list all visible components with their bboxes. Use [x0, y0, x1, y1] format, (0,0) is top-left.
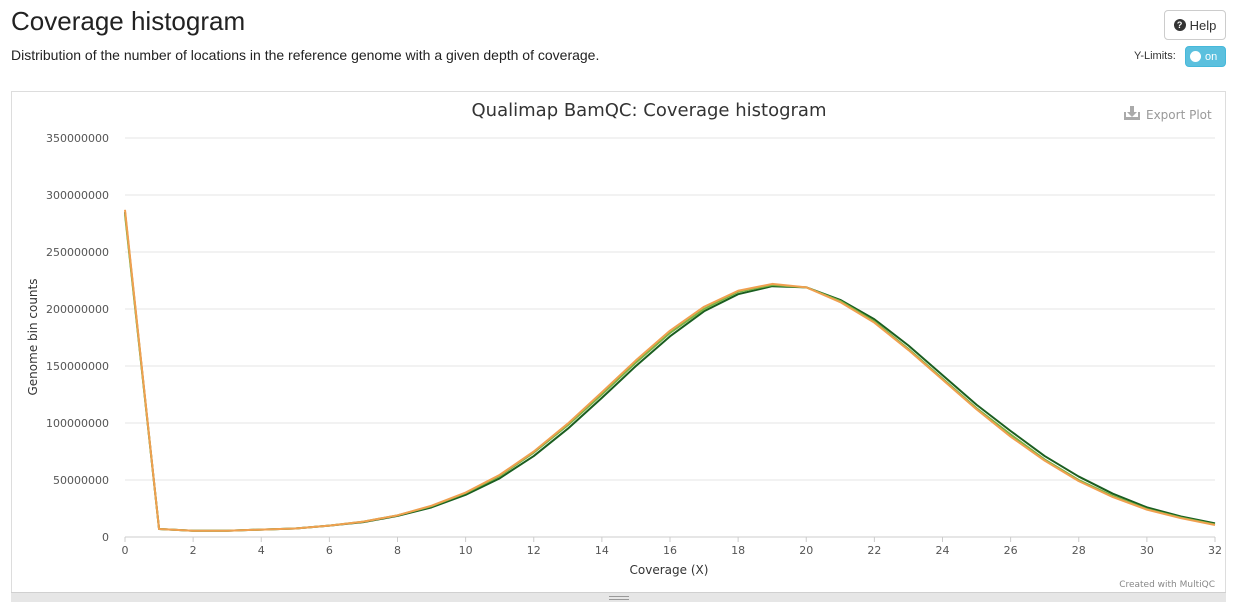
x-tick-label: 12	[527, 544, 541, 557]
grip-icon	[608, 595, 629, 600]
resize-handle[interactable]	[11, 592, 1226, 602]
chart-container	[11, 91, 1226, 602]
x-tick-label: 8	[394, 544, 401, 557]
chart-title: Qualimap BamQC: Coverage histogram	[472, 100, 827, 121]
page-description: Distribution of the number of locations …	[11, 47, 600, 63]
y-axis-label: Genome bin counts	[26, 279, 40, 396]
x-tick-label: 4	[258, 544, 265, 557]
x-tick-label: 16	[663, 544, 677, 557]
x-tick-label: 14	[595, 544, 609, 557]
toggle-knob	[1190, 51, 1201, 62]
multiqc-credit: Created with MultiQC	[1119, 580, 1215, 590]
y-limits-label: Y-Limits:	[1134, 50, 1176, 62]
x-tick-label: 2	[190, 544, 197, 557]
y-tick-label: 50000000	[53, 474, 109, 487]
series-line-1[interactable]	[124, 211, 1216, 532]
x-tick-label: 0	[122, 544, 129, 557]
question-circle-icon: ?	[1173, 19, 1186, 31]
x-tick-label: 28	[1072, 544, 1086, 557]
x-tick-label: 24	[936, 544, 950, 557]
x-tick-label: 18	[731, 544, 745, 557]
y-tick-label: 100000000	[46, 417, 109, 430]
x-tick-label: 30	[1140, 544, 1154, 557]
y-tick-label: 250000000	[46, 246, 109, 259]
export-plot-button[interactable]: Export Plot	[1124, 106, 1212, 122]
y-tick-label: 150000000	[46, 360, 109, 373]
y-axis-ticks: 0 50000000 100000000 150000000 200000000 2500…	[46, 132, 109, 544]
x-tick-label: 22	[867, 544, 881, 557]
help-button-label: Help	[1189, 17, 1217, 33]
series-lines	[124, 209, 1216, 532]
x-tick-label: 20	[799, 544, 813, 557]
toggle-label: on	[1205, 50, 1218, 63]
x-tick-label: 26	[1004, 544, 1018, 557]
x-tick-label: 6	[326, 544, 333, 557]
export-plot-label: Export Plot	[1146, 108, 1212, 122]
x-axis-ticks: 0 2 4 6 8 10 12 14 16 18 20 22 24 26 28 30 32	[122, 537, 1222, 557]
y-limits-toggle[interactable]: on	[1185, 46, 1226, 67]
help-button[interactable]: ? Help	[1164, 10, 1226, 40]
download-icon	[1124, 106, 1140, 120]
y-tick-label: 0	[102, 531, 109, 544]
y-tick-label: 350000000	[46, 132, 109, 145]
page-title: Coverage histogram	[11, 6, 246, 36]
y-tick-label: 200000000	[46, 303, 109, 316]
series-line-3[interactable]	[124, 209, 1216, 532]
x-axis-label: Coverage (X)	[630, 563, 709, 577]
x-tick-label: 10	[459, 544, 473, 557]
x-tick-label: 32	[1208, 544, 1222, 557]
series-line-2[interactable]	[124, 214, 1216, 532]
y-tick-label: 300000000	[46, 189, 109, 202]
